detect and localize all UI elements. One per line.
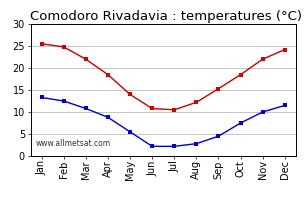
Text: www.allmetsat.com: www.allmetsat.com (36, 139, 111, 148)
Text: Comodoro Rivadavia : temperatures (°C): Comodoro Rivadavia : temperatures (°C) (30, 10, 303, 23)
